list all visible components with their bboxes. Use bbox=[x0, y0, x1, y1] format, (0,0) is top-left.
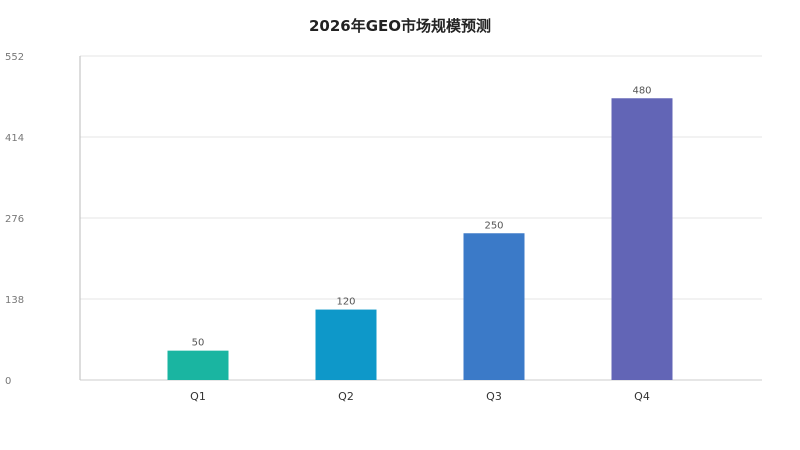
x-tick-label-q4: Q4 bbox=[634, 390, 650, 403]
data-label-q4: 480 bbox=[632, 85, 651, 96]
bar-q4 bbox=[611, 98, 673, 381]
y-tick-label-3: 414 bbox=[5, 133, 24, 144]
x-tick-label-q2: Q2 bbox=[338, 390, 354, 403]
bar-q3 bbox=[463, 233, 525, 380]
data-label-q2: 120 bbox=[336, 297, 355, 308]
y-tick-label-1: 138 bbox=[5, 295, 24, 306]
x-tick-label-q1: Q1 bbox=[190, 390, 206, 403]
y-tick-label-2: 276 bbox=[5, 214, 24, 225]
chart-title: 2026年GEO市场规模预测 bbox=[308, 17, 492, 35]
y-tick-label-4: 552 bbox=[5, 52, 24, 63]
bar-q1 bbox=[167, 350, 229, 380]
data-label-q1: 50 bbox=[192, 338, 205, 349]
data-label-q3: 250 bbox=[484, 220, 503, 231]
bar-q2 bbox=[315, 309, 377, 380]
x-tick-label-q3: Q3 bbox=[486, 390, 502, 403]
y-tick-label-0: 0 bbox=[5, 376, 11, 387]
